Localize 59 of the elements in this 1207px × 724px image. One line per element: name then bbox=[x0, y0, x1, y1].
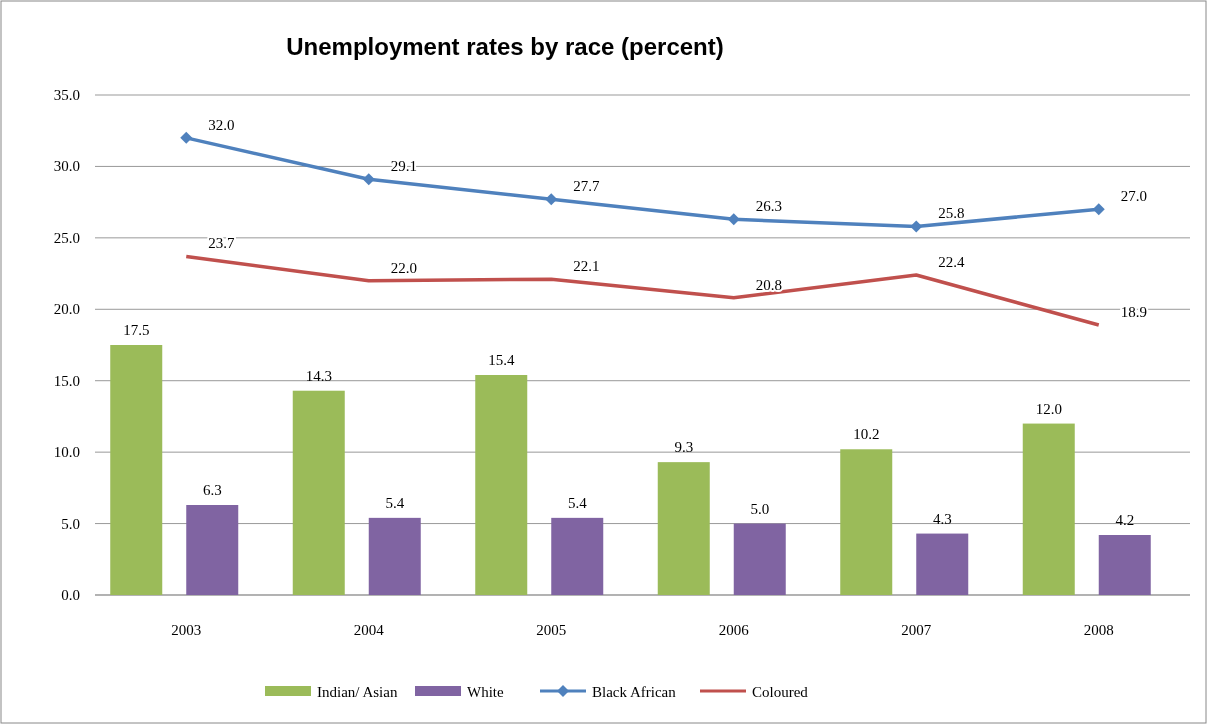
data-label: 32.0 bbox=[208, 116, 235, 133]
data-label: 22.4 bbox=[938, 254, 965, 270]
point bbox=[362, 173, 375, 186]
y-tick-label: 15.0 bbox=[53, 372, 80, 389]
data-label: 9.3 bbox=[674, 439, 694, 456]
y-tick-label: 0.0 bbox=[61, 587, 80, 603]
legend-label: Coloured bbox=[752, 684, 809, 700]
bar bbox=[368, 517, 421, 595]
bar bbox=[840, 449, 893, 595]
data-label: 27.0 bbox=[1120, 188, 1147, 205]
x-tick-label: 2005 bbox=[536, 622, 567, 638]
bar bbox=[551, 517, 604, 595]
y-tick-label: 25.0 bbox=[53, 229, 80, 246]
legend-label: White bbox=[467, 684, 504, 700]
data-label: 4.2 bbox=[1115, 512, 1135, 528]
line-series bbox=[184, 254, 1101, 327]
bar bbox=[1098, 535, 1151, 595]
y-tick-label: 20.0 bbox=[53, 301, 80, 318]
data-label: 18.9 bbox=[1120, 304, 1147, 320]
x-tick-label: 2003 bbox=[171, 622, 202, 638]
point bbox=[180, 131, 193, 144]
data-label: 14.3 bbox=[305, 367, 332, 384]
legend-label: Indian/ Asian bbox=[317, 684, 398, 700]
bar bbox=[916, 533, 969, 595]
data-label: 26.3 bbox=[755, 198, 782, 215]
data-label: 5.0 bbox=[750, 500, 770, 517]
bar bbox=[186, 505, 239, 595]
data-label: 5.4 bbox=[385, 494, 405, 511]
legend-label: Black African bbox=[592, 684, 677, 700]
x-tick-label: 2006 bbox=[718, 622, 750, 638]
data-label: 4.3 bbox=[932, 510, 952, 527]
data-label: 22.0 bbox=[390, 259, 417, 276]
data-label: 15.4 bbox=[488, 352, 515, 368]
bar bbox=[475, 375, 528, 595]
x-tick-label: 2004 bbox=[353, 622, 385, 638]
data-label: 6.3 bbox=[202, 482, 222, 498]
data-label: 23.7 bbox=[208, 235, 235, 252]
data-label: 10.2 bbox=[853, 426, 880, 443]
data-label: 25.8 bbox=[938, 205, 965, 222]
data-label: 20.8 bbox=[755, 276, 782, 293]
y-tick-label: 35.0 bbox=[53, 87, 80, 103]
x-tick-label: 2008 bbox=[1083, 622, 1114, 638]
bar bbox=[292, 390, 345, 595]
bar bbox=[733, 523, 786, 595]
bar bbox=[657, 462, 710, 595]
y-tick-label: 30.0 bbox=[53, 158, 80, 175]
data-label: 17.5 bbox=[123, 322, 150, 338]
bar bbox=[110, 345, 163, 595]
bar bbox=[1022, 423, 1075, 595]
data-label: 22.1 bbox=[573, 258, 600, 275]
y-tick-label: 5.0 bbox=[61, 515, 80, 532]
data-label: 5.4 bbox=[567, 494, 588, 511]
data-label: 27.7 bbox=[573, 178, 600, 195]
data-label: 12.0 bbox=[1035, 400, 1062, 417]
data-label: 29.1 bbox=[390, 158, 417, 175]
y-tick-label: 10.0 bbox=[53, 444, 80, 461]
chart-title: Unemployment rates by race (percent) bbox=[286, 33, 724, 60]
point bbox=[727, 213, 740, 226]
x-tick-label: 2007 bbox=[901, 622, 932, 638]
